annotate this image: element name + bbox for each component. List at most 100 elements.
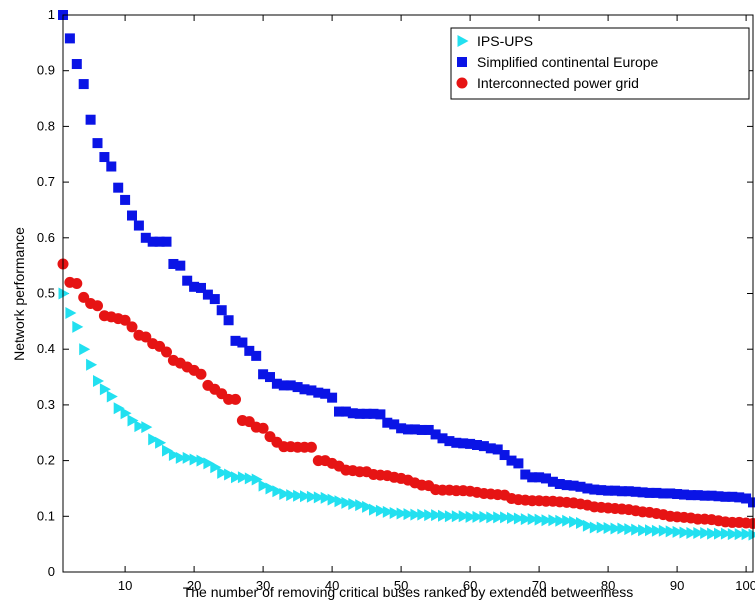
data-point-simplified-continental-europe (320, 388, 331, 399)
y-tick-label: 0.2 (37, 453, 55, 468)
data-point-ips-ups (651, 524, 663, 537)
data-series (57, 10, 755, 541)
data-point-simplified-continental-europe (140, 232, 151, 243)
data-point-simplified-continental-europe (154, 236, 165, 247)
data-point-ips-ups (734, 528, 746, 541)
data-point-simplified-continental-europe (437, 433, 448, 444)
axis-ticks: 10 20 30 40 50 60 70 80 90 100 0 0.1 0.2 0.3 0.4 0.5 0.6… (37, 7, 755, 593)
data-point-ips-ups (334, 495, 346, 508)
data-point-simplified-continental-europe (451, 437, 462, 448)
data-point-ips-ups (203, 457, 215, 470)
data-point-simplified-continental-europe (409, 424, 420, 435)
data-point-ips-ups (555, 514, 567, 527)
data-point-simplified-continental-europe (133, 220, 144, 231)
data-point-ips-ups (541, 514, 553, 527)
plot-frame (62, 14, 754, 573)
data-point-simplified-continental-europe (568, 480, 579, 491)
data-point-simplified-continental-europe (120, 194, 131, 205)
data-point-simplified-continental-europe (596, 485, 607, 496)
data-point-simplified-continental-europe (106, 161, 117, 172)
data-point-simplified-continental-europe (368, 408, 379, 419)
data-point-ips-ups (369, 503, 380, 516)
data-point-simplified-continental-europe (327, 392, 338, 403)
series-interconnected-power-grid (57, 258, 755, 530)
data-point-ips-ups (162, 444, 173, 457)
data-point-simplified-continental-europe (582, 483, 593, 494)
legend: IPS-UPS Simplified continental Europe Inte… (450, 27, 750, 100)
x-tick-label: 80 (601, 578, 615, 593)
data-point-simplified-continental-europe (727, 491, 738, 502)
data-point-ips-ups (231, 471, 242, 484)
data-point-ips-ups (576, 516, 587, 529)
data-point-simplified-continental-europe (692, 490, 703, 501)
legend-box (450, 27, 750, 100)
data-point-simplified-continental-europe (713, 491, 724, 502)
data-point-ips-ups (300, 490, 311, 503)
data-point-simplified-continental-europe (416, 424, 427, 435)
data-point-ips-ups (134, 420, 146, 433)
data-point-simplified-continental-europe (679, 489, 689, 500)
data-point-ips-ups (500, 511, 512, 524)
data-point-ips-ups (210, 461, 222, 474)
data-point-simplified-continental-europe (741, 493, 752, 504)
y-tick-label: 0.8 (37, 118, 55, 133)
x-tick-label: 60 (463, 578, 477, 593)
data-point-simplified-continental-europe (182, 275, 193, 286)
data-point-simplified-continental-europe (258, 369, 269, 380)
data-point-simplified-continental-europe (547, 476, 558, 487)
data-point-simplified-continental-europe (575, 481, 586, 492)
data-point-simplified-continental-europe (603, 485, 614, 496)
data-point-simplified-continental-europe (271, 378, 282, 389)
data-point-ips-ups (431, 509, 443, 522)
data-point-simplified-continental-europe (85, 114, 96, 125)
data-point-simplified-continental-europe (375, 409, 386, 420)
data-point-simplified-continental-europe (665, 488, 676, 499)
data-point-simplified-continental-europe (541, 473, 551, 484)
data-point-ips-ups (714, 527, 725, 540)
data-point-simplified-continental-europe (748, 497, 755, 508)
data-point-ips-ups (79, 343, 91, 356)
data-point-simplified-continental-europe (389, 419, 400, 430)
data-point-ips-ups (693, 527, 705, 540)
y-tick-label: 0.5 (37, 286, 55, 301)
data-point-ips-ups (341, 496, 353, 509)
data-point-simplified-continental-europe (706, 490, 717, 501)
x-tick-label: 40 (325, 578, 339, 593)
x-tick-label: 50 (394, 578, 408, 593)
x-tick-label: 30 (256, 578, 270, 593)
data-point-ips-ups (320, 491, 332, 504)
data-point-ips-ups (720, 527, 732, 540)
data-point-ips-ups (244, 472, 256, 485)
data-point-ips-ups (603, 521, 615, 534)
data-point-ips-ups (175, 451, 187, 464)
data-point-ips-ups (410, 508, 422, 521)
data-point-ips-ups (58, 287, 70, 300)
data-point-simplified-continental-europe (209, 294, 220, 305)
data-point-ips-ups (168, 449, 180, 462)
data-point-simplified-continental-europe (278, 380, 289, 391)
data-point-simplified-continental-europe (354, 408, 365, 419)
data-point-simplified-continental-europe (485, 443, 496, 454)
data-point-ips-ups (596, 521, 608, 534)
data-point-ips-ups (224, 468, 236, 481)
data-point-simplified-continental-europe (168, 258, 179, 269)
data-point-simplified-continental-europe (423, 424, 434, 435)
data-point-simplified-continental-europe (589, 484, 600, 495)
data-point-ips-ups (451, 510, 463, 523)
data-point-simplified-continental-europe (430, 429, 441, 440)
data-point-ips-ups (672, 525, 684, 538)
data-point-simplified-continental-europe (99, 152, 110, 163)
x-axis-label: The number of removing critical buses ra… (183, 584, 634, 600)
y-tick-label: 0 (48, 564, 55, 579)
data-point-simplified-continental-europe (92, 138, 103, 149)
data-point-simplified-continental-europe (396, 423, 407, 434)
legend-label-interconnected-power-grid: Interconnected power grid (477, 75, 639, 91)
data-point-ips-ups (272, 485, 284, 498)
data-point-simplified-continental-europe (347, 408, 358, 419)
y-tick-label: 1 (48, 7, 55, 22)
data-point-ips-ups (438, 509, 449, 522)
x-tick-label: 20 (187, 578, 201, 593)
data-point-ips-ups (182, 451, 194, 464)
data-point-simplified-continental-europe (223, 315, 234, 326)
